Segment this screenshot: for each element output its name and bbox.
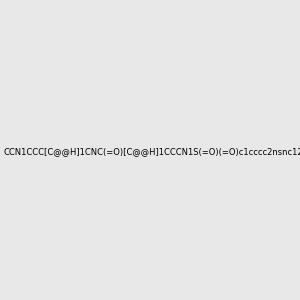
Text: CCN1CCC[C@@H]1CNC(=O)[C@@H]1CCCN1S(=O)(=O)c1cccc2nsnc12: CCN1CCC[C@@H]1CNC(=O)[C@@H]1CCCN1S(=O)(=… [4, 147, 300, 156]
